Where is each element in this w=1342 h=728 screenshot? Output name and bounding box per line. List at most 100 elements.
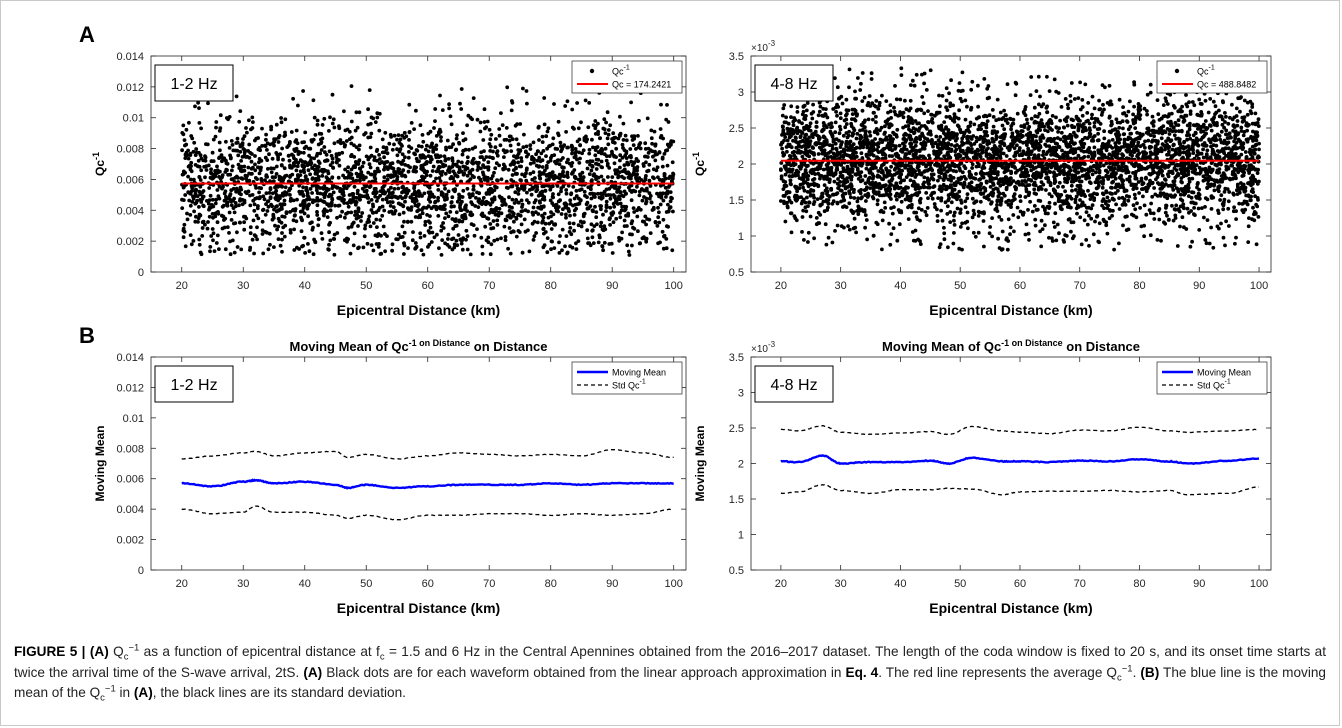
scatter-point (965, 192, 970, 197)
scatter-point (218, 113, 223, 118)
scatter-point (516, 200, 521, 205)
scatter-point (327, 242, 331, 247)
scatter-point (944, 98, 949, 103)
scatter-point (632, 168, 637, 173)
scatter-point (186, 190, 191, 195)
scatter-point (265, 148, 269, 152)
scatter-point (1241, 133, 1246, 138)
scatter-point (301, 89, 305, 93)
scatter-point (576, 196, 581, 201)
scatter-point (952, 218, 956, 223)
scatter-point (670, 248, 675, 253)
scatter-point (1222, 190, 1227, 194)
scatter-point (457, 140, 461, 145)
scatter-point (482, 157, 486, 162)
scatter-point (468, 252, 473, 257)
scatter-point (919, 208, 924, 212)
scatter-point (443, 158, 448, 163)
scatter-point (301, 200, 305, 205)
scatter-point (233, 175, 238, 180)
scatter-point (606, 132, 611, 137)
scatter-point (459, 87, 464, 91)
scatter-point (291, 218, 296, 223)
scatter-point (470, 212, 475, 217)
scatter-point (470, 192, 475, 196)
scatter-point (275, 227, 279, 232)
scatter-point (353, 128, 358, 133)
scatter-point (215, 164, 219, 169)
scatter-point (547, 144, 551, 149)
scatter-point (374, 191, 378, 196)
scatter-point (891, 130, 895, 135)
scatter-point (375, 115, 380, 120)
scatter-point (1210, 151, 1215, 156)
scatter-point (606, 175, 610, 179)
scatter-point (278, 175, 283, 180)
scatter-point (210, 150, 215, 155)
scatter-point (343, 175, 347, 180)
scatter-point (208, 245, 213, 249)
scatter-point (804, 108, 809, 113)
scatter-point (658, 202, 663, 207)
scatter-point (402, 130, 407, 135)
scatter-point (365, 193, 370, 198)
scatter-point (569, 191, 574, 196)
scatter-point (196, 100, 201, 105)
scatter-point (346, 210, 350, 215)
scatter-point (456, 159, 461, 164)
scatter-point (553, 222, 558, 227)
scatter-point (552, 246, 557, 251)
scatter-point (1146, 138, 1151, 143)
scatter-point (570, 161, 575, 165)
scatter-point (621, 121, 626, 126)
scatter-point (1069, 183, 1074, 188)
scatter-point (588, 162, 592, 167)
scatter-point (305, 177, 310, 182)
scatter-point (887, 221, 891, 226)
scatter-point (573, 154, 578, 158)
scatter-point (356, 207, 361, 211)
scatter-point (232, 210, 237, 215)
scatter-point (464, 237, 468, 242)
scatter-point (288, 228, 293, 232)
scatter-point (265, 141, 270, 146)
scatter-point (239, 164, 244, 169)
scatter-point (366, 217, 371, 222)
scatter-point (221, 214, 226, 219)
scatter-point (301, 167, 306, 172)
scatter-point (544, 134, 549, 139)
scatter-point (276, 224, 281, 229)
scatter-point (529, 192, 534, 197)
scatter-point (438, 171, 443, 176)
scatter-point (515, 155, 520, 160)
scatter-point (618, 114, 622, 119)
scatter-point (671, 172, 676, 177)
scatter-point (1209, 144, 1213, 149)
scatter-point (392, 194, 397, 199)
scatter-point (559, 212, 564, 216)
scatter-point (851, 142, 856, 147)
scatter-point (516, 212, 520, 217)
scatter-point (789, 230, 794, 235)
scatter-point (238, 109, 243, 113)
scatter-point (653, 143, 658, 148)
scatter-point (315, 196, 320, 200)
scatter-point (354, 145, 359, 150)
scatter-point (531, 156, 536, 161)
scatter-point (308, 146, 312, 151)
scatter-point (297, 247, 301, 251)
scatter-point (327, 230, 331, 235)
scatter-point (195, 198, 200, 203)
scatter-point (479, 235, 484, 240)
scatter-point (343, 167, 347, 172)
scatter-point (620, 230, 624, 235)
scatter-point (330, 197, 335, 202)
scatter-point (1043, 128, 1047, 133)
scatter-point (906, 217, 911, 222)
scatter-point (402, 252, 406, 256)
scatter-point (617, 197, 622, 202)
scatter-point (948, 210, 953, 214)
scatter-point (1163, 96, 1168, 101)
scatter-point (510, 137, 515, 142)
scatter-point (328, 115, 332, 120)
